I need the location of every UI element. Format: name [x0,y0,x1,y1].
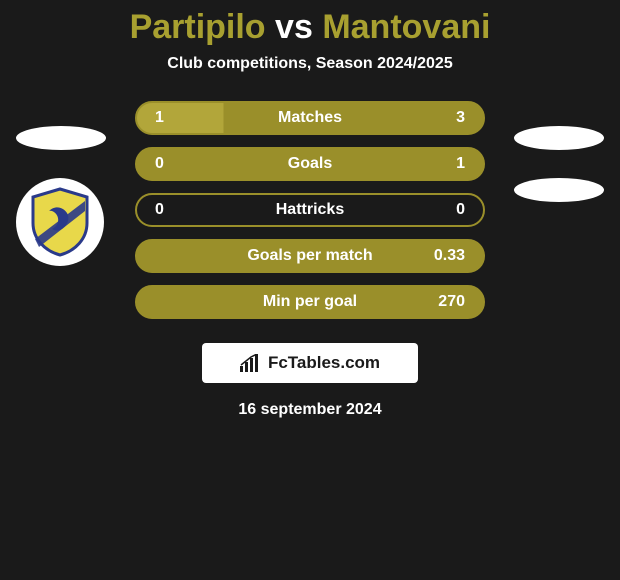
stat-row: 1Matches3 [135,101,485,135]
brand-text: FcTables.com [268,353,380,373]
stat-row: Goals per match0.33 [135,239,485,273]
title-vs: vs [266,8,323,46]
title-player1: Partipilo [130,8,266,46]
bars-icon [240,354,262,372]
stat-label: Goals per match [215,247,405,265]
stat-right-value: 0 [405,201,465,219]
stat-label: Min per goal [215,293,405,311]
comparison-card: Partipilo vs Mantovani Club competitions… [0,0,620,419]
stat-label: Goals [215,155,405,173]
stat-label: Matches [215,109,405,127]
player2-marker2-icon [514,178,604,202]
player2-marker-icon [514,126,604,150]
shield-icon [29,187,91,257]
stat-label: Hattricks [215,201,405,219]
subtitle: Club competitions, Season 2024/2025 [0,55,620,73]
club-badge [16,178,104,266]
page-title: Partipilo vs Mantovani [0,8,620,47]
title-player2: Mantovani [322,8,490,46]
stat-right-value: 0.33 [405,247,465,265]
player1-marker-icon [16,126,106,150]
date-label: 16 september 2024 [0,401,620,419]
stat-left-value: 0 [155,201,215,219]
stat-left-value: 1 [155,109,215,127]
stat-right-value: 270 [405,293,465,311]
brand-box[interactable]: FcTables.com [202,343,418,383]
stat-right-value: 3 [405,109,465,127]
stat-row: 0Hattricks0 [135,193,485,227]
stat-row: 0Goals1 [135,147,485,181]
stat-right-value: 1 [405,155,465,173]
stat-left-value: 0 [155,155,215,173]
stat-row: Min per goal270 [135,285,485,319]
